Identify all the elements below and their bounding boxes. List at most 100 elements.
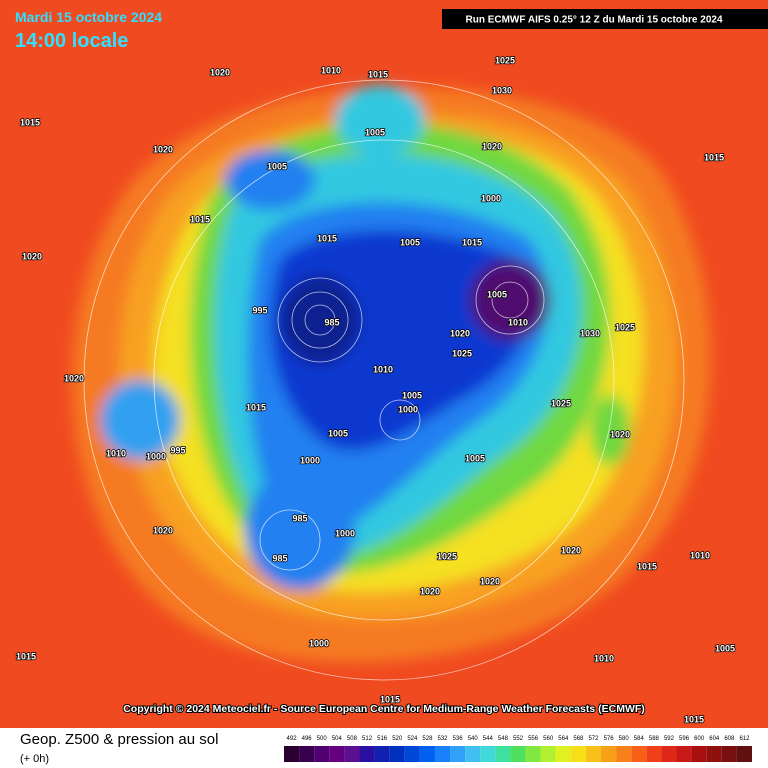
colorbar-cell <box>601 746 617 762</box>
colorbar-label: 576 <box>604 736 615 742</box>
isobar-label: 1000 <box>309 638 329 648</box>
isobar-label: 1025 <box>452 348 472 358</box>
colorbar-label: 580 <box>619 736 630 742</box>
colorbar-label: 604 <box>709 736 720 742</box>
colorbar-label: 492 <box>287 736 298 742</box>
isobars <box>83 79 685 681</box>
colorbar-label: 536 <box>453 736 464 742</box>
colorbar-cell <box>721 746 737 762</box>
isobar-label: 1010 <box>106 448 126 458</box>
colorbar-label: 584 <box>634 736 645 742</box>
isobar-label: 1000 <box>481 193 501 203</box>
isobar-label: 995 <box>252 305 267 315</box>
colorbar-cell <box>344 746 360 762</box>
colorbar-label: 600 <box>694 736 705 742</box>
colorbar-cell <box>540 746 556 762</box>
isobar-label: 985 <box>324 317 339 327</box>
colorbar-label: 544 <box>483 736 494 742</box>
isobar-labels: 1020 1010 1015 1025 1030 1015 1005 1020 1020 1015… <box>15 55 736 726</box>
colorbar-cell <box>631 746 647 762</box>
isobar-label: 1015 <box>317 233 337 243</box>
colorbar-label: 532 <box>438 736 449 742</box>
isobar-label: 1020 <box>480 576 500 586</box>
isobar-label: 1005 <box>465 453 485 463</box>
colorbar-cell <box>570 746 586 762</box>
colorbar-label: 500 <box>317 736 328 742</box>
colorbar-cell <box>450 746 466 762</box>
isobar-label: 1015 <box>368 69 388 79</box>
run-box <box>442 9 768 29</box>
isobar-label: 1005 <box>400 237 420 247</box>
isobar-label: 1025 <box>495 55 515 65</box>
isobar-label: 1005 <box>267 161 287 171</box>
colorbar-cell <box>495 746 511 762</box>
colorbar-label: 572 <box>588 736 599 742</box>
colorbar-cell <box>585 746 602 762</box>
colorbar-cell <box>646 746 662 762</box>
colorbar-cell <box>510 746 526 762</box>
colorbar-cell <box>465 746 481 762</box>
run-info: Run ECMWF AIFS 0.25° 12 Z du Mardi 15 oc… <box>465 15 722 26</box>
colorbar-cell <box>374 746 390 762</box>
isobar-label: 1015 <box>16 651 36 661</box>
isobar-label: 1025 <box>615 322 635 332</box>
date: Mardi 15 octobre 2024 <box>15 9 162 25</box>
colorbar-label: 528 <box>422 736 433 742</box>
colorbar-cell <box>329 746 345 762</box>
colorbar-cell <box>676 746 692 762</box>
time: 14:00 locale <box>15 30 128 52</box>
isobar-label: 1010 <box>594 653 614 663</box>
isobar-label: 1015 <box>20 117 40 127</box>
colorbar-label: 608 <box>724 736 735 742</box>
isobar-label: 1020 <box>22 251 42 261</box>
colorbar-label: 512 <box>362 736 373 742</box>
colorbar-label: 592 <box>664 736 675 742</box>
colorbar-cell <box>706 746 722 762</box>
isobar-label: 985 <box>292 513 307 523</box>
colorbar-label: 560 <box>543 736 554 742</box>
isobar-label: 1020 <box>153 525 173 535</box>
colorbar-label: 588 <box>649 736 660 742</box>
isobar-label: 1030 <box>492 85 512 95</box>
colorbar: 492 496 500 504 508 512 516 520 524 528 532 536 540 5… <box>284 736 752 762</box>
colorbar-cell <box>616 746 632 762</box>
isobar-label: 1010 <box>690 550 710 560</box>
colorbar-cell <box>736 746 752 762</box>
colorbar-cell <box>284 746 300 762</box>
colorbar-label: 504 <box>332 736 343 742</box>
isobar-label: 1010 <box>508 317 528 327</box>
colorbar-label: 564 <box>558 736 569 742</box>
isobar-label: 1020 <box>420 586 440 596</box>
colorbar-label: 612 <box>739 736 750 742</box>
isobar-label: 1010 <box>321 65 341 75</box>
isobar-label: 1015 <box>380 694 400 704</box>
colorbar-cell <box>691 746 707 762</box>
colorbar-label: 548 <box>498 736 509 742</box>
isobar-label: 1000 <box>146 451 166 461</box>
isobar-label: 1025 <box>437 551 457 561</box>
isobar-label: 1020 <box>153 144 173 154</box>
isobar-label: 1005 <box>715 643 735 653</box>
z500-field <box>71 85 711 663</box>
isobar-label: 1020 <box>210 67 230 77</box>
colorbar-cell <box>359 746 375 762</box>
isobar-label: 1020 <box>561 545 581 555</box>
colorbar-label: 540 <box>468 736 479 742</box>
isobar-label: 1015 <box>462 237 482 247</box>
isobar-label: 1015 <box>637 561 657 571</box>
colorbar-label: 568 <box>573 736 584 742</box>
colorbar-cell <box>555 746 571 762</box>
isobar-label: 1015 <box>246 402 266 412</box>
colorbar-cell <box>314 746 330 762</box>
isobar-label: 1020 <box>610 429 630 439</box>
colorbar-cell <box>419 746 435 762</box>
isobar-label: 1000 <box>300 455 320 465</box>
isobar-label: 985 <box>272 553 287 563</box>
isobar-label: 1005 <box>365 127 385 137</box>
colorbar-label: 596 <box>679 736 690 742</box>
colorbar-label: 552 <box>513 736 524 742</box>
colorbar-cell <box>661 746 677 762</box>
colorbar-label: 516 <box>377 736 388 742</box>
isobar-label: 1000 <box>335 528 355 538</box>
